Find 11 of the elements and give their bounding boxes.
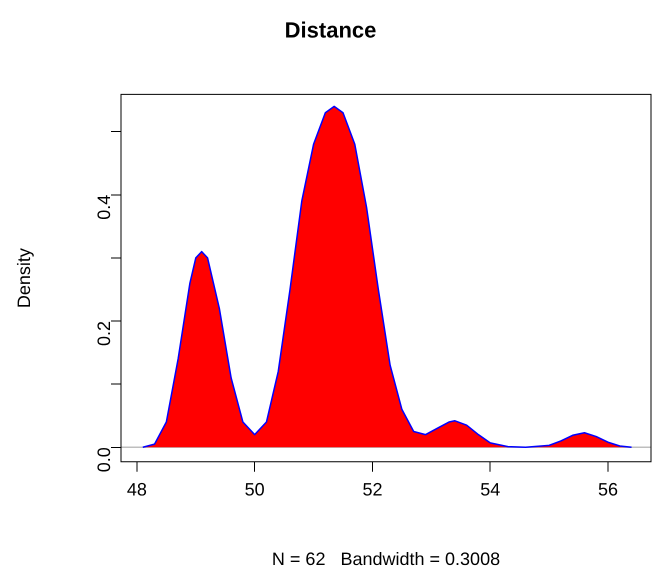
x-tick-label: 48 bbox=[126, 480, 147, 500]
y-tick-label: 0.4 bbox=[94, 194, 114, 220]
x-tick-label: 54 bbox=[480, 480, 500, 500]
y-tick-label: 0.0 bbox=[94, 447, 114, 472]
y-tick-label: 0.2 bbox=[94, 321, 114, 346]
x-axis-title: N = 62 Bandwidth = 0.3008 bbox=[272, 549, 500, 570]
y-axis-title: Density bbox=[14, 248, 34, 308]
chart-title: Distance bbox=[284, 17, 376, 42]
x-tick-label: 50 bbox=[244, 480, 265, 500]
x-tick-label: 56 bbox=[598, 480, 618, 500]
x-tick-label: 52 bbox=[362, 480, 382, 500]
